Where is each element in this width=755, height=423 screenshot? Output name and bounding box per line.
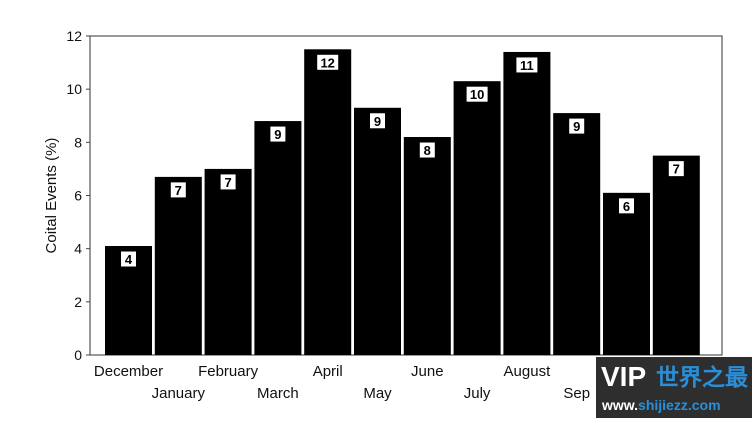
y-tick-label: 8	[74, 134, 82, 150]
bar	[354, 107, 401, 356]
data-label: 9	[274, 127, 281, 142]
watermark-url: www.shijiezz.com	[602, 397, 721, 414]
data-label-box	[568, 117, 586, 135]
data-label: 8	[424, 143, 431, 158]
bar	[652, 155, 700, 355]
watermark-url-prefix: www.	[602, 397, 639, 413]
bar	[603, 192, 650, 355]
bar	[403, 137, 451, 355]
watermark-url-domain: shijiezz.com	[638, 397, 721, 413]
y-tick-label: 10	[66, 81, 82, 97]
watermark-logo: VIP	[601, 361, 647, 392]
data-label: 6	[623, 199, 630, 214]
watermark-brand: 世界之最	[656, 364, 748, 390]
x-tick-label: July	[464, 385, 491, 402]
bar	[154, 176, 202, 355]
x-tick-label: December	[94, 363, 163, 380]
data-label: 9	[374, 114, 381, 129]
data-label: 12	[320, 55, 334, 70]
x-tick-label: January	[152, 385, 206, 402]
data-label-box	[120, 250, 137, 268]
y-tick-label: 6	[74, 188, 82, 204]
data-label-box	[515, 56, 539, 74]
data-label-box	[169, 181, 187, 199]
x-tick-label: May	[363, 385, 392, 402]
data-label-box	[418, 141, 436, 159]
data-label: 10	[470, 87, 484, 102]
data-label: 11	[520, 58, 534, 73]
data-label-box	[369, 112, 386, 130]
data-label: 4	[125, 252, 133, 267]
y-tick-label: 4	[74, 241, 82, 257]
bar	[503, 51, 551, 355]
data-label-box	[316, 53, 340, 71]
x-tick-label: April	[313, 363, 343, 380]
data-label-box	[465, 85, 489, 103]
data-label-box	[269, 125, 287, 143]
y-tick-label: 2	[74, 294, 82, 310]
y-tick-label: 12	[66, 28, 82, 44]
data-label: 9	[573, 119, 580, 134]
y-axis-label: Coital Events (%)	[43, 138, 60, 254]
bar	[553, 113, 601, 355]
data-label-box	[667, 160, 685, 178]
bar	[204, 168, 252, 355]
data-label-box	[219, 173, 237, 191]
y-tick-label: 0	[74, 347, 82, 363]
data-label: 7	[175, 183, 182, 198]
x-tick-label: Sep	[563, 385, 590, 402]
data-label: 7	[224, 175, 231, 190]
x-tick-label: August	[504, 363, 552, 380]
bar	[453, 81, 501, 356]
watermark: VIP 世界之最 www.shijiezz.com	[596, 357, 752, 418]
data-label-box	[618, 197, 635, 215]
data-label: 7	[673, 162, 680, 177]
x-tick-label: June	[411, 363, 444, 380]
x-tick-label: March	[257, 385, 299, 402]
x-tick-label: February	[198, 363, 259, 380]
bar	[304, 49, 352, 356]
bar	[254, 121, 302, 355]
